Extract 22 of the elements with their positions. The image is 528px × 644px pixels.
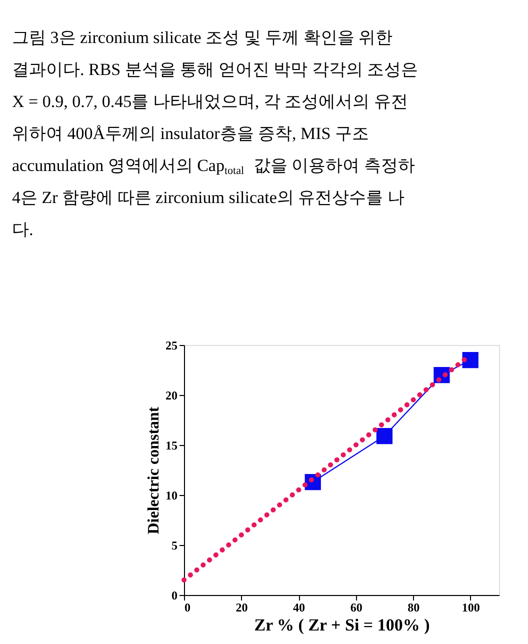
text: X = 0.9, 0.7, 0.45를 나타내었으며, 각 조성에서의 유전 [12, 92, 408, 111]
text: 다. [12, 220, 34, 239]
y-tick-label: 15 [166, 438, 178, 452]
y-tick-label: 20 [166, 388, 178, 402]
caption: 그림 3은 zirconium silicate 조성 및 두께 확인을 위한 [12, 28, 393, 47]
x-tick-label: 60 [350, 600, 362, 614]
x-tick-label: 80 [408, 600, 420, 614]
point [462, 352, 478, 368]
point [376, 428, 393, 444]
x-tick-label: 20 [236, 600, 248, 614]
y-tick-label: 5 [172, 538, 178, 552]
x-tick-label: 0 [184, 600, 190, 614]
y-tick-label: 10 [166, 488, 178, 502]
x-tick-label: 100 [462, 600, 480, 614]
text: 4은 Zr 함량에 따른 zirconium silicate의 유전상수를 나 [12, 188, 404, 207]
x-tick-label: 40 [293, 600, 306, 614]
y-axis-title: Dielectric constant [146, 406, 162, 534]
x-axis-title: Zr % ( Zr + Si = 100% ) [254, 616, 430, 634]
text: 결과이다. RBS 분석을 통해 얻어진 박막 각각의 조성은 [12, 60, 418, 79]
text: 위하여 400Å두께의 insulator층을 증착, MIS 구조 [12, 124, 369, 143]
y-tick-label: 0 [172, 588, 178, 602]
y-tick-label: 25 [166, 338, 178, 352]
